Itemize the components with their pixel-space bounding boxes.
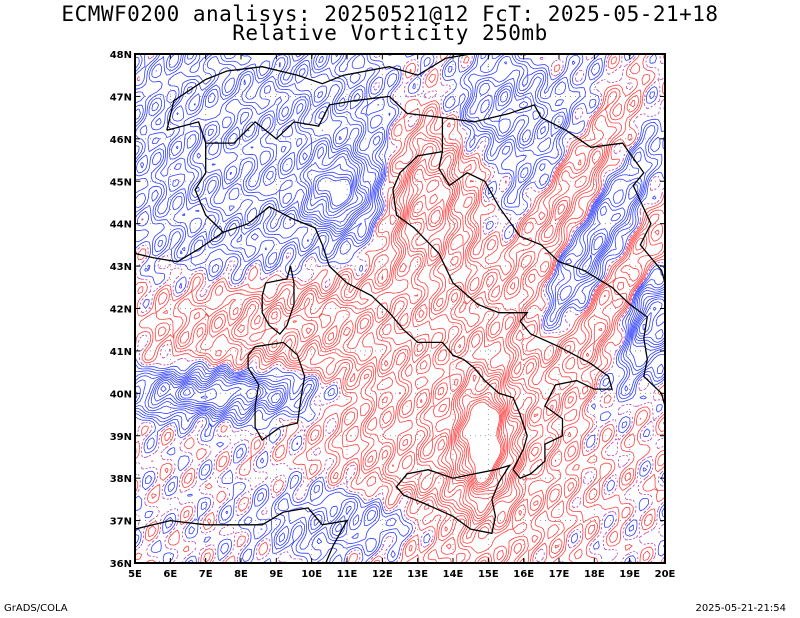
x-tick-label: 8E <box>234 569 248 580</box>
sicily-coastline <box>395 464 511 535</box>
y-tick-label: 39N <box>110 432 132 443</box>
corsica-coastline <box>261 265 295 335</box>
sardinia-coastline <box>247 341 306 441</box>
positive-contour <box>430 209 508 493</box>
x-tick-label: 10E <box>301 569 322 580</box>
y-tick-label: 44N <box>110 220 132 231</box>
positive-contour <box>271 158 566 520</box>
positive-contour <box>455 374 507 491</box>
positive-contour <box>135 56 665 563</box>
map-subtitle: Relative Vorticity 250mb <box>232 21 548 45</box>
negative-contour <box>160 111 664 403</box>
balkan-coastline <box>438 151 665 407</box>
y-tick-label: 48N <box>110 50 132 61</box>
positive-contour <box>305 164 523 517</box>
y-tick-label: 37N <box>110 517 132 528</box>
y-tick-label: 43N <box>110 262 132 273</box>
y-axis-ticks: 36N 37N 38N 39N 40N 41N 42N 43N 44N 45N 46N 47N 48N <box>110 50 665 570</box>
x-tick-label: 18E <box>584 569 605 580</box>
x-tick-label: 15E <box>478 569 499 580</box>
x-tick-label: 7E <box>199 569 213 580</box>
y-tick-label: 46N <box>110 135 132 146</box>
positive-contour <box>459 399 503 486</box>
y-tick-label: 40N <box>110 389 132 400</box>
negative-contour <box>315 174 353 210</box>
positive-contour <box>413 201 515 495</box>
africa-coastline <box>135 507 349 563</box>
negative-contour <box>135 57 665 533</box>
x-tick-label: 19E <box>619 569 640 580</box>
x-tick-label: 14E <box>443 569 464 580</box>
france-coastline <box>135 231 224 263</box>
zero-contour <box>135 54 665 563</box>
credit-label: GrADS/COLA <box>4 603 68 614</box>
negative-contour <box>317 177 351 207</box>
france-italy-border <box>166 121 224 233</box>
plot-area <box>135 54 665 563</box>
x-axis-ticks: 5E 6E 7E 8E 9E 10E 11E 12E 13E 14E 15E 16E 17E 18E 19E… <box>128 54 676 580</box>
y-tick-label: 47N <box>110 92 132 103</box>
x-tick-label: 17E <box>549 569 570 580</box>
positive-contour <box>409 168 521 514</box>
y-tick-label: 38N <box>110 474 132 485</box>
x-tick-label: 9E <box>269 569 283 580</box>
positive-contour <box>211 138 645 540</box>
lat-lon-grid <box>135 54 665 563</box>
coastlines-and-borders <box>135 54 665 563</box>
positive-contour <box>213 143 606 528</box>
timestamp-label: 2025-05-21-21:54 <box>695 603 786 614</box>
positive-contour <box>135 54 665 563</box>
x-tick-label: 20E <box>655 569 676 580</box>
y-tick-label: 36N <box>110 559 132 570</box>
negative-contour <box>156 91 665 408</box>
negative-contour <box>313 171 354 213</box>
italy-coastline <box>223 150 613 479</box>
negative-contour <box>182 163 647 396</box>
positive-contour <box>462 401 502 484</box>
map-title: ECMWF0200 analisys: 20250521@12 FcT: 202… <box>61 2 719 26</box>
x-tick-label: 6E <box>163 569 177 580</box>
balkan-inland-border <box>442 104 665 284</box>
negative-contour <box>135 73 665 412</box>
x-tick-label: 12E <box>372 569 393 580</box>
x-tick-label: 5E <box>128 569 142 580</box>
north-border <box>166 54 471 131</box>
x-tick-label: 11E <box>337 569 358 580</box>
x-tick-label: 13E <box>407 569 428 580</box>
y-tick-label: 42N <box>110 305 132 316</box>
y-tick-label: 41N <box>110 347 132 358</box>
alpine-border <box>205 95 444 152</box>
positive-contour <box>180 121 648 561</box>
x-tick-label: 16E <box>513 569 534 580</box>
positive-contour <box>457 396 504 487</box>
positive-contour <box>456 391 506 489</box>
negative-contour <box>135 54 665 563</box>
y-tick-label: 45N <box>110 177 132 188</box>
